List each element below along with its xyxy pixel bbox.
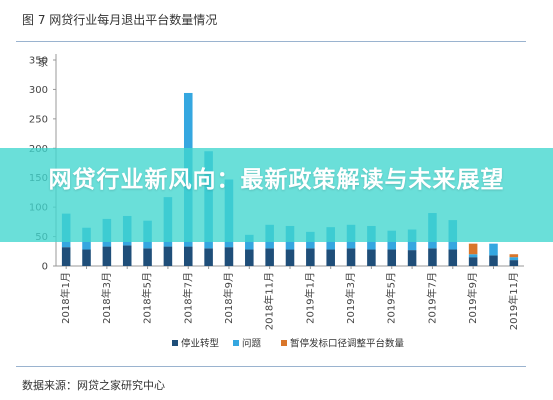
bottom-divider (16, 366, 526, 367)
bar-segment (183, 246, 193, 266)
source-note: 数据来源：网贷之家研究中心 (22, 379, 165, 392)
bar-segment (143, 248, 152, 266)
x-tick-label: 2019年11月 (507, 272, 520, 330)
legend-label: 问题 (242, 338, 262, 350)
x-tick-label: 2018年11月 (263, 272, 276, 330)
bar-segment (367, 249, 376, 266)
y-unit-label: 家 (38, 56, 48, 69)
bar-segment (468, 254, 478, 258)
x-tick-label: 2018年3月 (100, 272, 113, 324)
x-tick-label: 2018年1月 (59, 272, 72, 324)
y-tick-label: 250 (29, 114, 48, 125)
headline-banner-text: 网贷行业新风向：最新政策解读与未来展望 (48, 167, 505, 193)
bar-segment (489, 255, 498, 266)
y-tick-label: 350 (29, 56, 48, 67)
x-tick-label: 2018年7月 (181, 272, 194, 324)
top-divider (16, 41, 526, 42)
bar-segment (102, 246, 112, 266)
bar-segment (468, 257, 478, 266)
bar-segment (509, 260, 519, 266)
y-tick-label: 300 (29, 85, 48, 96)
x-tick-label: 2019年7月 (425, 272, 438, 324)
bar-segment (61, 247, 71, 266)
legend-swatch (233, 340, 239, 346)
bar-segment (387, 249, 397, 266)
bar-segment (509, 254, 519, 258)
x-tick-label: 2019年3月 (344, 272, 357, 324)
bar-segment (122, 245, 132, 266)
figure-title: 图 7 网贷行业每月退出平台数量情况 (22, 13, 218, 27)
bar-segment (468, 243, 478, 255)
x-tick-label: 2019年5月 (385, 272, 398, 324)
bar-segment (346, 248, 356, 266)
x-tick-label: 2018年5月 (141, 272, 154, 324)
bar-segment (326, 249, 335, 266)
bar-segment (204, 248, 213, 266)
headline-banner (0, 148, 553, 242)
bar-segment (509, 257, 519, 261)
bar-segment (245, 234, 254, 250)
bar-segment (245, 249, 254, 266)
y-tick-label: 0 (42, 262, 48, 273)
bar-segment (306, 248, 315, 266)
bar-segment (82, 249, 91, 266)
bar-segment (265, 248, 274, 266)
bar-segment (285, 249, 295, 266)
bar-segment (163, 246, 173, 266)
bar-segment (489, 243, 498, 256)
legend-label: 停业转型 (181, 338, 220, 350)
bar-segment (428, 248, 437, 266)
bar-segment (407, 250, 417, 266)
bar-segment (224, 247, 234, 266)
legend-swatch (281, 340, 287, 346)
legend-swatch (172, 340, 178, 346)
chart-legend: 停业转型 问题 暂停发标口径调整平台数量 (172, 338, 405, 350)
legend-label: 暂停发标口径调整平台数量 (290, 338, 405, 350)
x-tick-label: 2019年9月 (466, 272, 479, 324)
x-tick-label: 2019年1月 (303, 272, 316, 324)
x-tick-label: 2018年9月 (222, 272, 235, 324)
bar-segment (448, 249, 458, 266)
